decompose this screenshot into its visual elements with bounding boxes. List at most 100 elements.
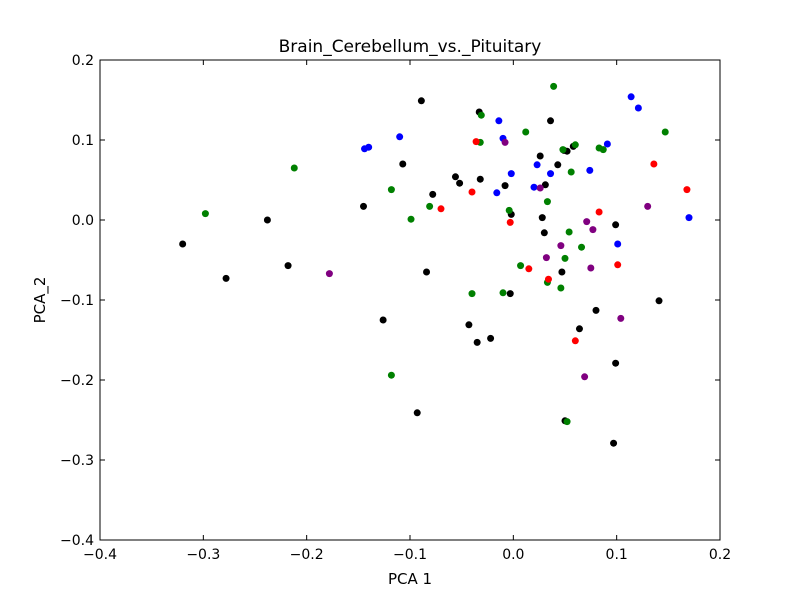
chart-title: Brain_Cerebellum_vs._Pituitary xyxy=(279,37,542,57)
scatter-point xyxy=(685,214,693,222)
scatter-point xyxy=(583,218,591,226)
scatter-point xyxy=(644,202,652,210)
y-tick-label: −0.2 xyxy=(60,373,94,389)
scatter-point xyxy=(472,138,480,146)
scatter-point xyxy=(263,216,271,224)
scatter-point xyxy=(533,161,541,169)
scatter-point xyxy=(525,265,533,273)
scatter-point xyxy=(437,205,445,213)
scatter-point xyxy=(541,181,549,189)
scatter-point xyxy=(661,128,669,136)
scatter-point xyxy=(559,146,567,154)
y-tick-label: 0.2 xyxy=(72,53,94,69)
ticks-layer: −0.4 −0.3 −0.2 −0.1 0.0 0.1 0.2 −0.4 −0.3 −0.2 −0.… xyxy=(60,53,731,563)
x-tick-label: −0.4 xyxy=(83,547,117,563)
scatter-point xyxy=(413,409,421,417)
scatter-point xyxy=(222,274,230,282)
scatter-point xyxy=(493,189,501,197)
scatter-point xyxy=(506,218,514,226)
y-axis-label: PCA_2 xyxy=(31,277,50,324)
scatter-point xyxy=(501,138,509,146)
y-tick-label: −0.4 xyxy=(60,533,94,549)
scatter-point xyxy=(554,161,562,169)
scatter-point xyxy=(557,284,565,292)
scatter-point xyxy=(456,179,464,187)
scatter-point xyxy=(614,261,622,269)
scatter-point xyxy=(399,160,407,168)
scatter-point xyxy=(599,146,607,154)
scatter-point xyxy=(387,186,395,194)
scatter-point xyxy=(542,254,550,262)
scatter-point xyxy=(468,188,476,196)
scatter-point xyxy=(544,275,552,283)
x-tick-label: −0.2 xyxy=(290,547,324,563)
scatter-point xyxy=(683,186,691,194)
scatter-point xyxy=(575,325,583,333)
y-tick-label: 0.1 xyxy=(72,133,94,149)
scatter-point xyxy=(547,117,555,125)
x-tick-label: 0.0 xyxy=(502,547,524,563)
points-layer xyxy=(179,82,693,447)
scatter-point xyxy=(571,141,579,149)
scatter-point xyxy=(567,168,575,176)
scatter-point xyxy=(522,128,530,136)
scatter-point xyxy=(325,270,333,278)
scatter-point xyxy=(655,297,663,305)
scatter-point xyxy=(423,268,431,276)
scatter-point xyxy=(417,97,425,105)
scatter-point xyxy=(587,264,595,272)
scatter-point xyxy=(179,240,187,248)
scatter-point xyxy=(558,268,566,276)
scatter-point xyxy=(468,290,476,298)
scatter-point xyxy=(407,215,415,223)
scatter-point xyxy=(396,133,404,141)
scatter-point xyxy=(603,140,611,148)
scatter-point xyxy=(617,314,625,322)
scatter-point xyxy=(495,117,503,125)
scatter-point xyxy=(538,214,546,222)
scatter-point xyxy=(557,242,565,250)
scatter-point xyxy=(612,359,620,367)
scatter-point xyxy=(506,290,514,298)
scatter-point xyxy=(586,166,594,174)
x-tick-label: −0.3 xyxy=(186,547,220,563)
scatter-point xyxy=(451,173,459,181)
scatter-point xyxy=(465,321,473,329)
scatter-point xyxy=(612,221,620,229)
scatter-point xyxy=(517,262,525,270)
scatter-point xyxy=(379,316,387,324)
scatter-point xyxy=(614,240,622,248)
scatter-point xyxy=(387,371,395,379)
scatter-point xyxy=(610,439,618,447)
scatter-point xyxy=(429,190,437,198)
x-tick-label: 0.1 xyxy=(606,547,628,563)
scatter-point xyxy=(360,202,367,210)
scatter-point xyxy=(578,243,586,251)
scatter-point xyxy=(473,338,481,346)
x-axis-label: PCA 1 xyxy=(388,570,432,588)
scatter-point xyxy=(595,208,603,216)
scatter-point xyxy=(499,289,507,297)
scatter-point xyxy=(563,418,571,426)
scatter-point xyxy=(530,183,538,191)
scatter-point xyxy=(505,206,513,214)
scatter-point xyxy=(476,175,484,183)
scatter-point xyxy=(571,337,579,345)
scatter-point xyxy=(650,160,658,168)
y-tick-label: −0.1 xyxy=(60,293,94,309)
scatter-point xyxy=(581,373,589,381)
scatter-point xyxy=(547,170,555,178)
scatter-point xyxy=(365,143,373,151)
scatter-point xyxy=(561,254,569,262)
scatter-point xyxy=(426,202,434,210)
scatter-point xyxy=(536,152,544,160)
scatter-point xyxy=(536,184,544,192)
scatter-point xyxy=(634,104,642,112)
scatter-point xyxy=(592,306,600,314)
scatter-point xyxy=(487,334,495,342)
x-tick-label: 0.2 xyxy=(709,547,731,563)
scatter-point xyxy=(543,198,551,206)
scatter-point xyxy=(201,210,209,218)
scatter-point xyxy=(550,82,558,90)
